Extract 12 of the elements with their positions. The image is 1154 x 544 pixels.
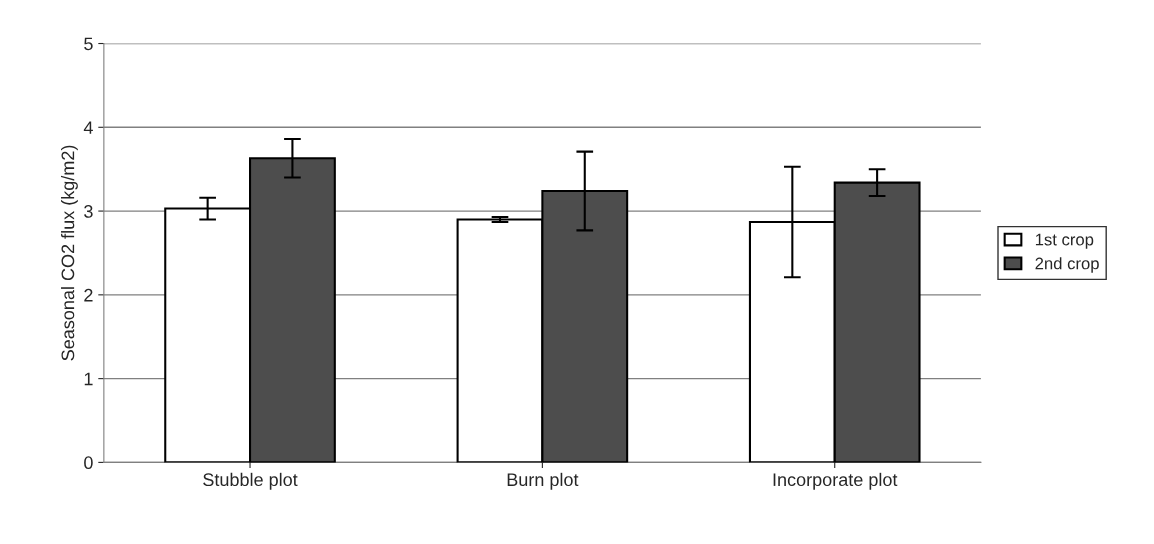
y-tick-label: 4 (83, 121, 93, 134)
legend-label: 2nd crop (1035, 257, 1099, 273)
y-axis-title: Seasonal CO2 flux (kg/m2) (61, 145, 78, 361)
x-tick-label: Stubble plot (203, 472, 298, 490)
y-tick-label: 2 (84, 288, 93, 302)
y-tick-label: 3 (84, 205, 93, 218)
y-tick-label: 0 (84, 456, 93, 470)
legend-label: 1st crop (1035, 233, 1094, 249)
x-tick-label: Burn plot (507, 472, 579, 490)
y-tick-label: 1 (84, 372, 93, 386)
x-tick-label: Incorporate plot (773, 472, 898, 490)
y-tick-label: 5 (84, 37, 93, 51)
